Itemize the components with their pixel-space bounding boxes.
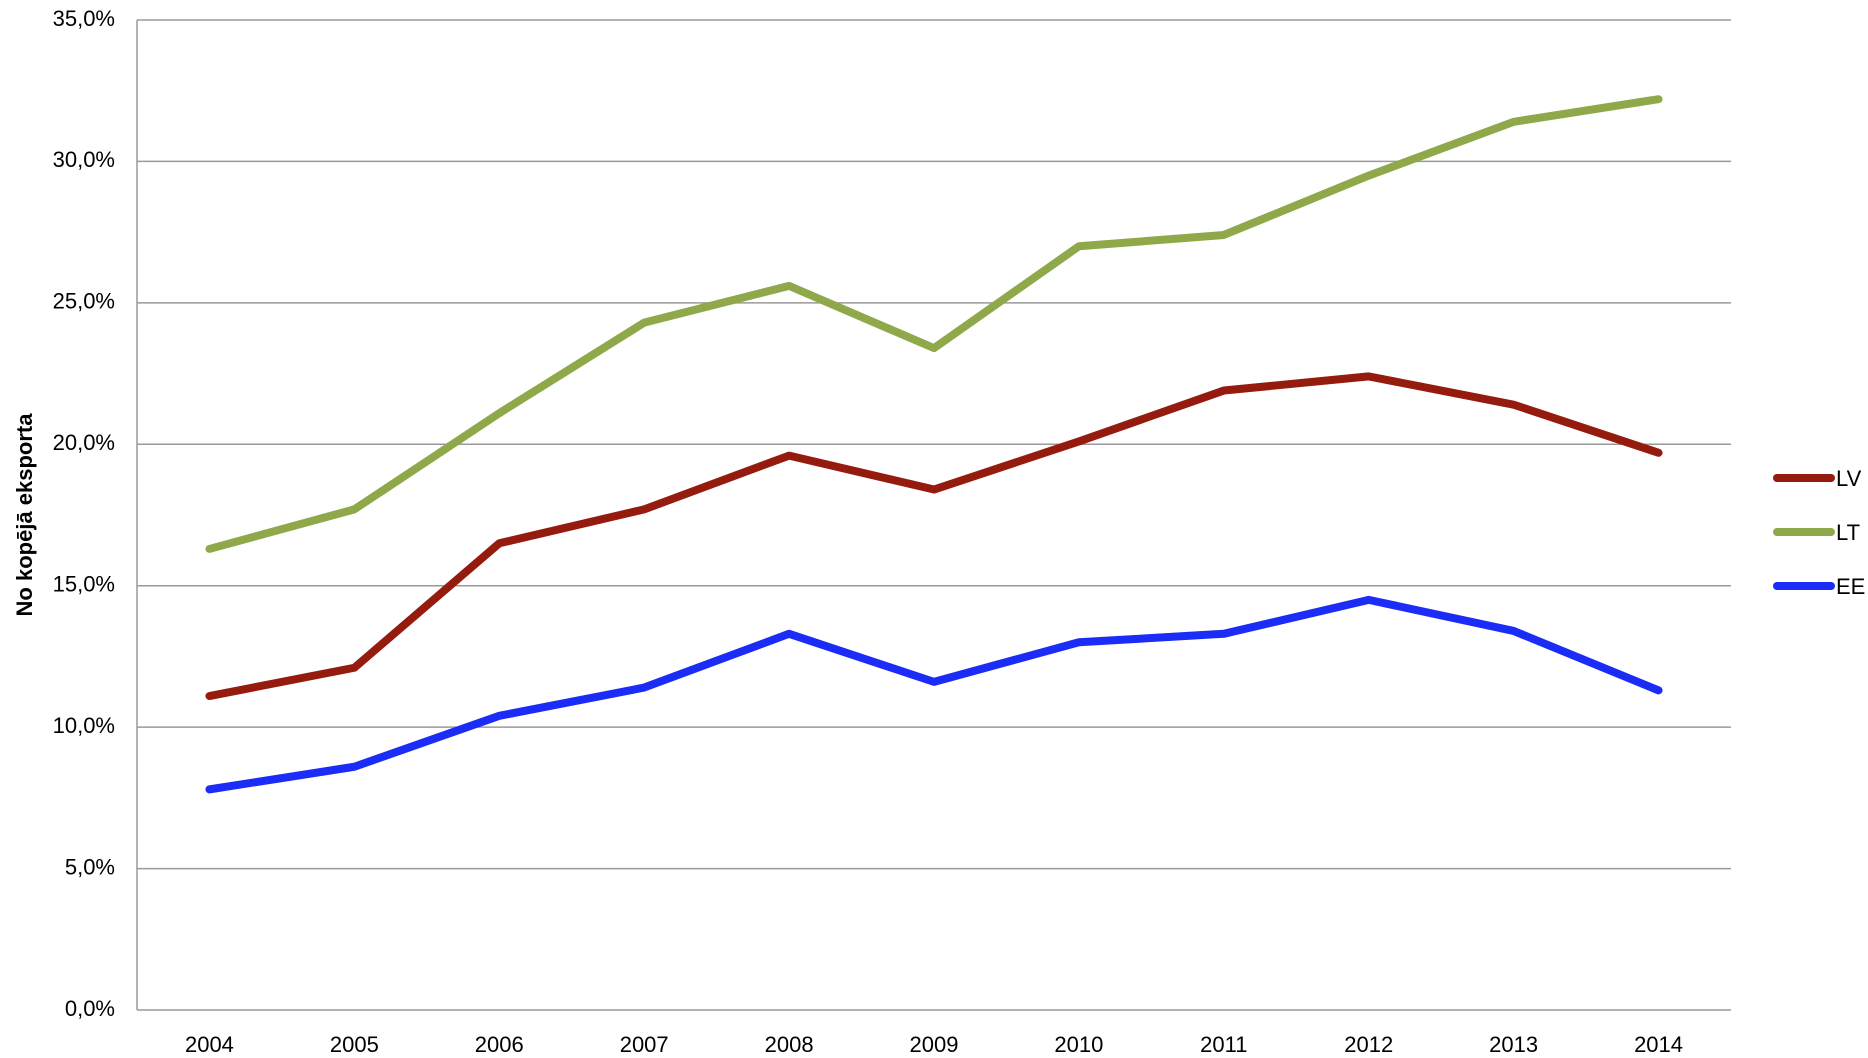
x-tick-label: 2006	[475, 1032, 524, 1057]
y-tick-label: 5,0%	[65, 854, 115, 879]
y-tick-label: 0,0%	[65, 996, 115, 1021]
legend-label: EE	[1836, 574, 1865, 599]
y-tick-label: 15,0%	[53, 572, 115, 597]
y-tick-label: 25,0%	[53, 289, 115, 314]
x-tick-label: 2008	[765, 1032, 814, 1057]
x-tick-label: 2004	[185, 1032, 234, 1057]
x-tick-label: 2013	[1489, 1032, 1538, 1057]
x-tick-label: 2014	[1634, 1032, 1683, 1057]
x-tick-label: 2009	[910, 1032, 959, 1057]
legend-label: LV	[1836, 466, 1862, 491]
x-tick-label: 2005	[330, 1032, 379, 1057]
y-tick-label: 35,0%	[53, 6, 115, 31]
x-tick-label: 2012	[1344, 1032, 1393, 1057]
series-line	[205, 595, 1663, 794]
series-line	[205, 372, 1663, 701]
series-line	[205, 95, 1663, 553]
y-tick-label: 10,0%	[53, 713, 115, 738]
x-tick-label: 2011	[1200, 1032, 1247, 1057]
legend-label: LT	[1836, 520, 1860, 545]
y-axis-label: No kopējā eksporta	[12, 413, 37, 617]
y-tick-label: 20,0%	[53, 430, 115, 455]
x-tick-label: 2007	[620, 1032, 669, 1057]
x-tick-label: 2010	[1054, 1032, 1103, 1057]
y-tick-label: 30,0%	[53, 147, 115, 172]
